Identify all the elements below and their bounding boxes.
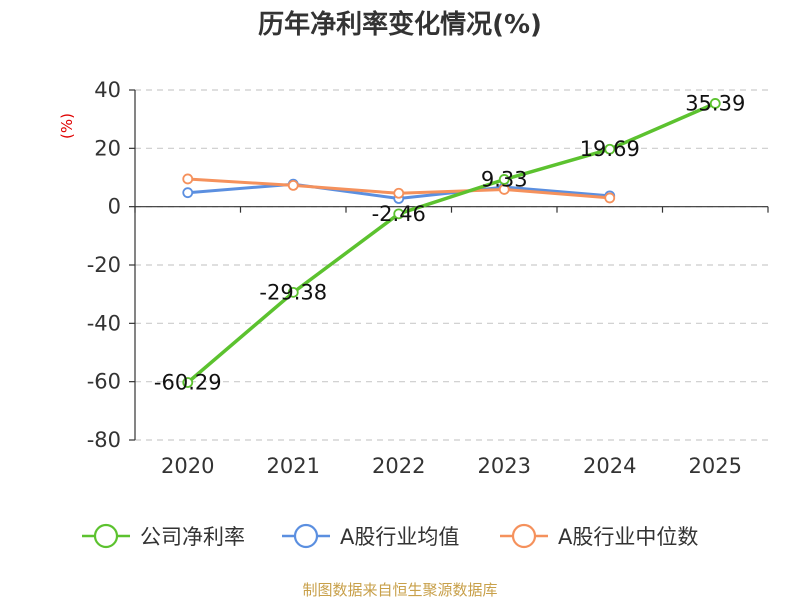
data-label-2022: -2.46	[372, 202, 426, 226]
data-label-2023: 9.33	[481, 167, 528, 191]
y-tick-label--40: -40	[87, 311, 121, 335]
series-0-point-2022	[393, 208, 405, 220]
legend: 公司净利率 A股行业均值 A股行业中位数	[82, 523, 698, 549]
series-0-point-2024	[604, 143, 616, 155]
series-line-0	[186, 101, 716, 384]
data-label-2021: -29.38	[259, 280, 327, 304]
x-tick-label-2024: 2024	[583, 454, 636, 478]
series-2-point-2024	[604, 192, 616, 204]
series-2-point-2020	[182, 173, 194, 185]
y-tick-label-20: 20	[94, 136, 121, 160]
series-2-point-2022	[393, 187, 405, 199]
x-tick-label-2020: 2020	[161, 454, 214, 478]
series-2-point-2021	[287, 179, 299, 191]
legend-marker-2	[511, 523, 537, 549]
chart-title: 历年净利率变化情况(%)	[258, 9, 542, 40]
plot-area: -60.29 -29.38 -2.46 9.33 19.69 35.39	[154, 91, 745, 394]
x-tick-label-2025: 2025	[689, 454, 742, 478]
series-0-point-2021	[287, 286, 299, 298]
legend-marker-0	[93, 523, 119, 549]
y-tick-label-0: 0	[108, 195, 121, 219]
y-axis-unit-label: (%)	[58, 113, 76, 139]
legend-label-2: A股行业中位数	[558, 525, 698, 549]
series-0-point-2023	[498, 174, 510, 185]
y-tick-label--60: -60	[87, 370, 121, 394]
data-label-2020: -60.29	[154, 371, 222, 395]
x-tick-label-2021: 2021	[267, 454, 320, 478]
y-tick-label--20: -20	[87, 253, 121, 277]
axes: 40 20 0 -20 -40 -60 -80 2020 2021 2022 2023 2024 202…	[87, 78, 769, 478]
grid-lines	[135, 89, 768, 441]
x-tick-label-2023: 2023	[478, 454, 531, 478]
y-tick-label--80: -80	[87, 428, 121, 452]
data-label-2025: 35.39	[685, 91, 745, 115]
series-0-point-2020	[182, 377, 194, 388]
x-tick-label-2022: 2022	[372, 454, 425, 478]
legend-marker-1	[293, 523, 319, 549]
legend-label-0: 公司净利率	[140, 525, 245, 549]
source-note: 制图数据来自恒生聚源数据库	[302, 581, 497, 599]
y-tick-label-40: 40	[94, 78, 121, 102]
legend-label-1: A股行业均值	[340, 525, 459, 549]
data-label-2024: 19.69	[580, 137, 640, 161]
series-1-point-2020	[182, 187, 194, 199]
series-0-point-2025	[709, 98, 721, 109]
series-2-point-2023	[498, 184, 510, 195]
